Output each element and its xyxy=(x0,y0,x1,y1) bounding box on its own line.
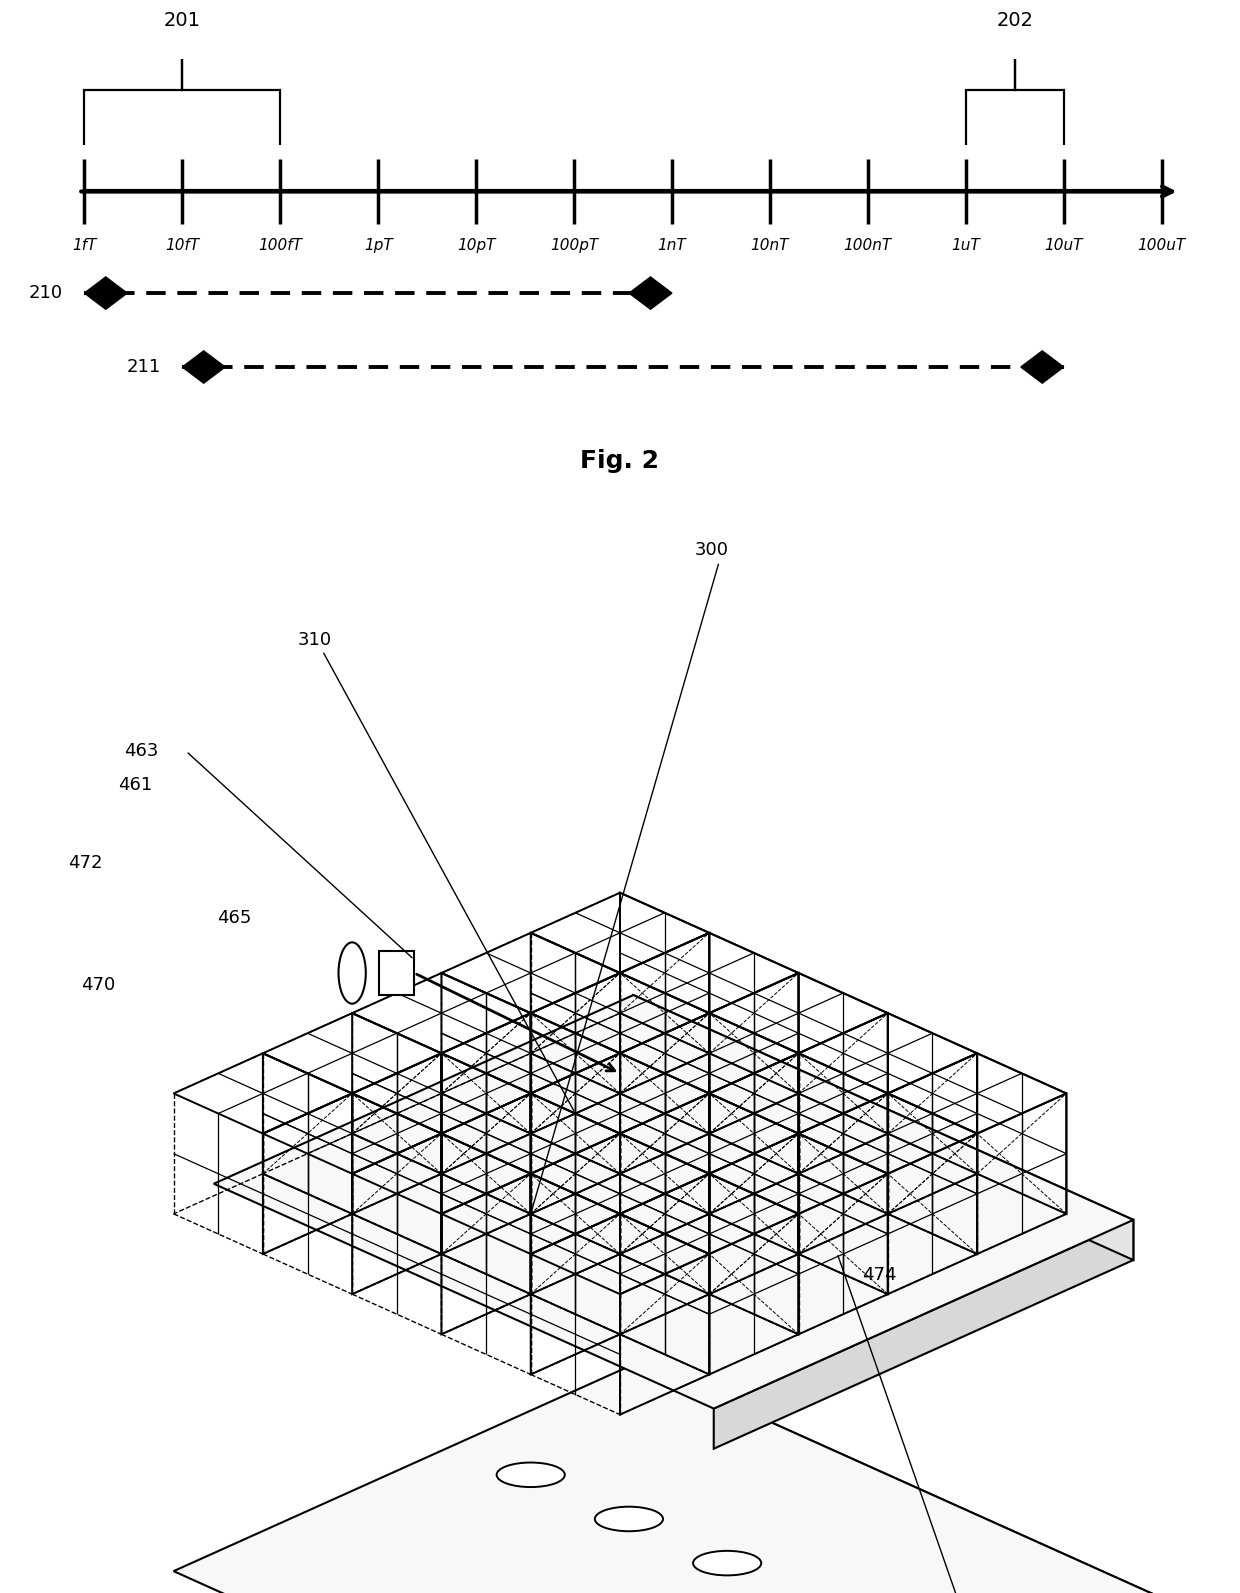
Text: 10pT: 10pT xyxy=(456,237,495,253)
Polygon shape xyxy=(629,277,672,309)
Text: 202: 202 xyxy=(996,11,1033,30)
Polygon shape xyxy=(213,996,1133,1408)
Ellipse shape xyxy=(595,1507,663,1531)
Polygon shape xyxy=(1021,350,1064,384)
Polygon shape xyxy=(637,1362,1173,1593)
Polygon shape xyxy=(84,277,128,309)
Text: 310: 310 xyxy=(298,631,332,648)
Text: 210: 210 xyxy=(29,284,63,303)
Text: 474: 474 xyxy=(862,1266,897,1284)
Text: 100uT: 100uT xyxy=(1137,237,1185,253)
Text: 1pT: 1pT xyxy=(363,237,393,253)
Bar xyxy=(379,951,414,996)
Text: 100pT: 100pT xyxy=(549,237,598,253)
Ellipse shape xyxy=(496,1462,565,1488)
Text: 100nT: 100nT xyxy=(843,237,892,253)
Text: 211: 211 xyxy=(126,358,161,376)
Text: 10nT: 10nT xyxy=(750,237,789,253)
Polygon shape xyxy=(714,1220,1133,1448)
Text: 472: 472 xyxy=(68,854,103,871)
Polygon shape xyxy=(174,1362,1173,1593)
Ellipse shape xyxy=(693,1552,761,1575)
Text: 10uT: 10uT xyxy=(1044,237,1083,253)
Text: 465: 465 xyxy=(217,910,252,927)
Text: Fig. 4: Fig. 4 xyxy=(580,1547,660,1571)
Text: 1fT: 1fT xyxy=(72,237,97,253)
Text: 100fT: 100fT xyxy=(258,237,303,253)
Text: 470: 470 xyxy=(81,977,115,994)
Text: 1uT: 1uT xyxy=(951,237,980,253)
Text: Fig. 2: Fig. 2 xyxy=(580,449,660,473)
Text: 461: 461 xyxy=(118,776,153,793)
Text: 463: 463 xyxy=(124,742,159,760)
Polygon shape xyxy=(634,996,1133,1260)
Polygon shape xyxy=(182,350,226,384)
Text: 1nT: 1nT xyxy=(657,237,686,253)
Text: 10fT: 10fT xyxy=(165,237,200,253)
Text: 201: 201 xyxy=(164,11,201,30)
Ellipse shape xyxy=(339,943,366,1004)
Text: 300: 300 xyxy=(694,542,728,559)
